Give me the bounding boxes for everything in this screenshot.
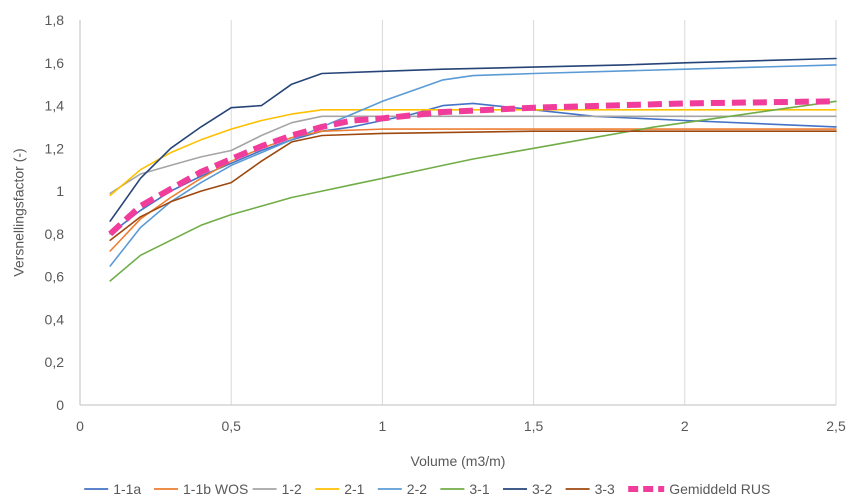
axes: 0 0,5 1 1,5 2 2,5 0 0,2 0,4 0,6 0,8 1 1,2 1,4 1,6 1,8 <box>45 12 846 434</box>
series-line-1-1a <box>109 102 837 235</box>
legend-label-3-1: 3-1 <box>469 481 489 497</box>
y-tick-label: 0,6 <box>45 269 65 285</box>
series-line-2-2 <box>109 64 837 267</box>
x-tick-label: 2,5 <box>826 418 846 434</box>
series-line-3-1 <box>109 100 837 282</box>
legend-label-1-1b-wos: 1-1b WOS <box>183 481 248 497</box>
x-tick-label: 2 <box>681 418 689 434</box>
series-line-2-1 <box>109 109 837 197</box>
x-tick-label: 1 <box>379 418 387 434</box>
grid-lines <box>230 20 837 405</box>
legend-label-3-3: 3-3 <box>595 481 615 497</box>
y-tick-label: 1,6 <box>45 55 65 71</box>
series-line-1-2 <box>109 115 837 195</box>
y-tick-label: 0,8 <box>45 226 65 242</box>
legend-label-1-2: 1-2 <box>282 481 302 497</box>
x-axis-title: Volume (m3/m) <box>411 453 506 469</box>
y-tick-label: 1 <box>56 183 64 199</box>
y-tick-label: 0,4 <box>45 311 65 327</box>
y-tick-label: 0 <box>56 397 64 413</box>
legend-label-2-1: 2-1 <box>344 481 364 497</box>
series-line-1-1b-wos <box>109 128 837 252</box>
x-tick-label: 1,5 <box>524 418 544 434</box>
y-axis-title: Versnellingsfactor (-) <box>11 148 27 276</box>
y-tick-label: 1,8 <box>45 12 65 28</box>
legend-label-2-2: 2-2 <box>407 481 427 497</box>
series-lines <box>108 57 837 282</box>
legend: 1-1a 1-1b WOS 1-2 2-1 2-2 3-1 3-2 3-3 Gemiddeld … <box>84 481 770 497</box>
legend-label-1-1a: 1-1a <box>113 481 141 497</box>
y-tick-label: 1,2 <box>45 140 65 156</box>
y-tick-label: 1,4 <box>45 98 65 114</box>
legend-label-gemiddeld-rus: Gemiddeld RUS <box>669 481 770 497</box>
x-tick-label: 0,5 <box>221 418 241 434</box>
x-tick-label: 0 <box>76 418 84 434</box>
series-line-3-3 <box>109 130 837 242</box>
series-line-3-2 <box>109 57 837 222</box>
legend-label-3-2: 3-2 <box>532 481 552 497</box>
y-tick-label: 0,2 <box>45 354 65 370</box>
